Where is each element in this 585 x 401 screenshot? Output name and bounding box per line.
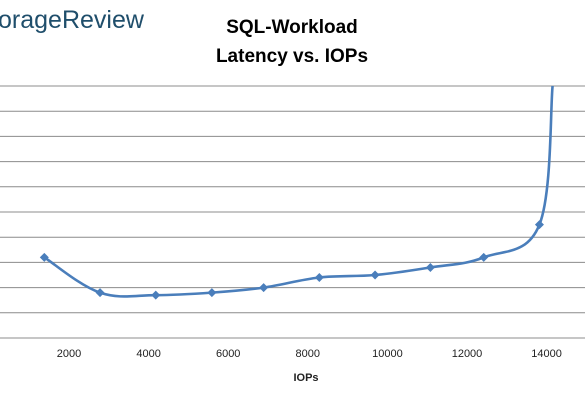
data-point-marker — [314, 273, 324, 283]
brand-logo-text: orageReview — [0, 6, 145, 34]
x-tick-label: 10000 — [372, 348, 403, 360]
data-point-marker — [259, 283, 269, 293]
chart-subtitle: Latency vs. IOPs — [216, 46, 368, 67]
data-point-marker — [207, 288, 217, 298]
chart-title: SQL-Workload — [226, 17, 358, 38]
x-tick-label: 12000 — [452, 348, 483, 360]
latency-series-line — [43, 85, 554, 298]
series-markers — [39, 220, 544, 300]
x-tick-label: 2000 — [57, 348, 81, 360]
x-tick-label: 14000 — [531, 348, 562, 360]
data-point-marker — [370, 270, 380, 280]
data-point-marker — [95, 288, 105, 298]
x-tick-label: 4000 — [136, 348, 160, 360]
x-axis-title: IOPs — [293, 372, 318, 384]
data-point-marker — [151, 290, 161, 300]
data-point-marker — [479, 252, 489, 262]
gridlines — [0, 85, 585, 314]
data-point-marker — [425, 262, 435, 272]
data-point-marker — [39, 252, 49, 262]
x-tick-label: 6000 — [216, 348, 240, 360]
x-axis-tick-labels: 2000 4000 6000 8000 10000 12000 14000 — [57, 348, 562, 360]
x-tick-label: 8000 — [296, 348, 320, 360]
data-point-marker — [534, 220, 544, 230]
